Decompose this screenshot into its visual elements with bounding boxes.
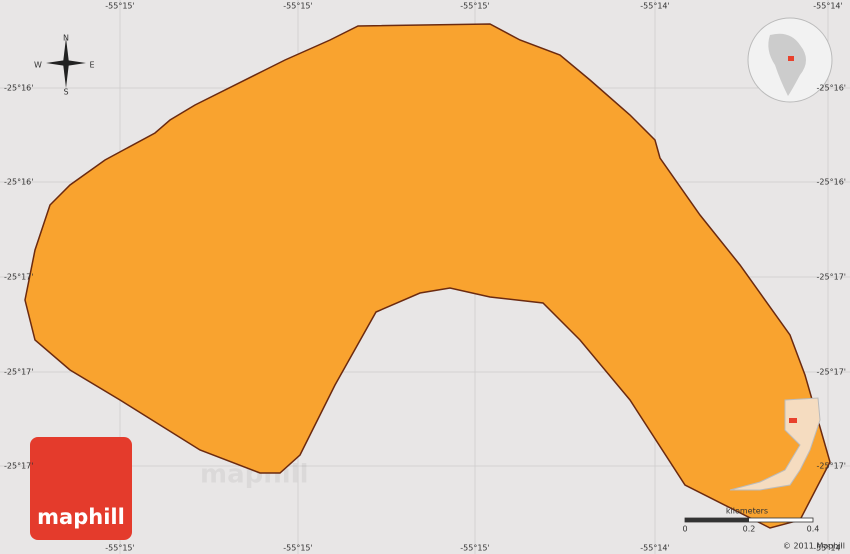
globe <box>747 17 833 103</box>
right-label: -25°17' <box>817 368 846 377</box>
copyright: © 2011 Maphill <box>783 542 845 551</box>
bottom-label: -55°15' <box>283 544 312 553</box>
right-label: -25°16' <box>817 84 846 93</box>
inset-map <box>729 397 821 491</box>
left-label: -25°16' <box>4 84 33 93</box>
scale-tick: 0.4 <box>807 525 820 534</box>
right-label: -25°17' <box>817 462 846 471</box>
compass-n: N <box>63 34 69 43</box>
compass-s: S <box>63 88 68 97</box>
top-label: -55°15' <box>283 2 312 11</box>
logo: maphill <box>30 437 132 540</box>
scale-bar: kilometers 0 0.2 0.4 © 2011 Maphill <box>682 507 845 551</box>
compass-w: W <box>34 61 42 70</box>
left-label: -25°17' <box>4 368 33 377</box>
left-label: -25°16' <box>4 178 33 187</box>
bottom-label: -55°15' <box>105 544 134 553</box>
left-label: -25°17' <box>4 273 33 282</box>
compass: N S E W <box>34 34 94 97</box>
scale-tick: 0 <box>682 525 687 534</box>
top-label: -55°15' <box>460 2 489 11</box>
top-label: -55°14' <box>640 2 669 11</box>
scale-tick: 0.2 <box>743 525 756 534</box>
top-label: -55°15' <box>105 2 134 11</box>
bottom-label: -55°15' <box>460 544 489 553</box>
bottom-label: -55°14' <box>813 544 842 553</box>
region <box>24 23 831 529</box>
scale-title: kilometers <box>726 507 768 516</box>
coordinate-labels: -55°15' -55°15' -55°15' -55°14' -55°14' -55°1… <box>4 2 846 553</box>
bottom-label: -55°14' <box>640 544 669 553</box>
left-label: -25°17' <box>4 462 33 471</box>
right-label: -25°17' <box>817 273 846 282</box>
top-label: -55°14' <box>813 2 842 11</box>
compass-e: E <box>89 61 94 70</box>
right-label: -25°16' <box>817 178 846 187</box>
logo-text: maphill <box>37 505 125 529</box>
